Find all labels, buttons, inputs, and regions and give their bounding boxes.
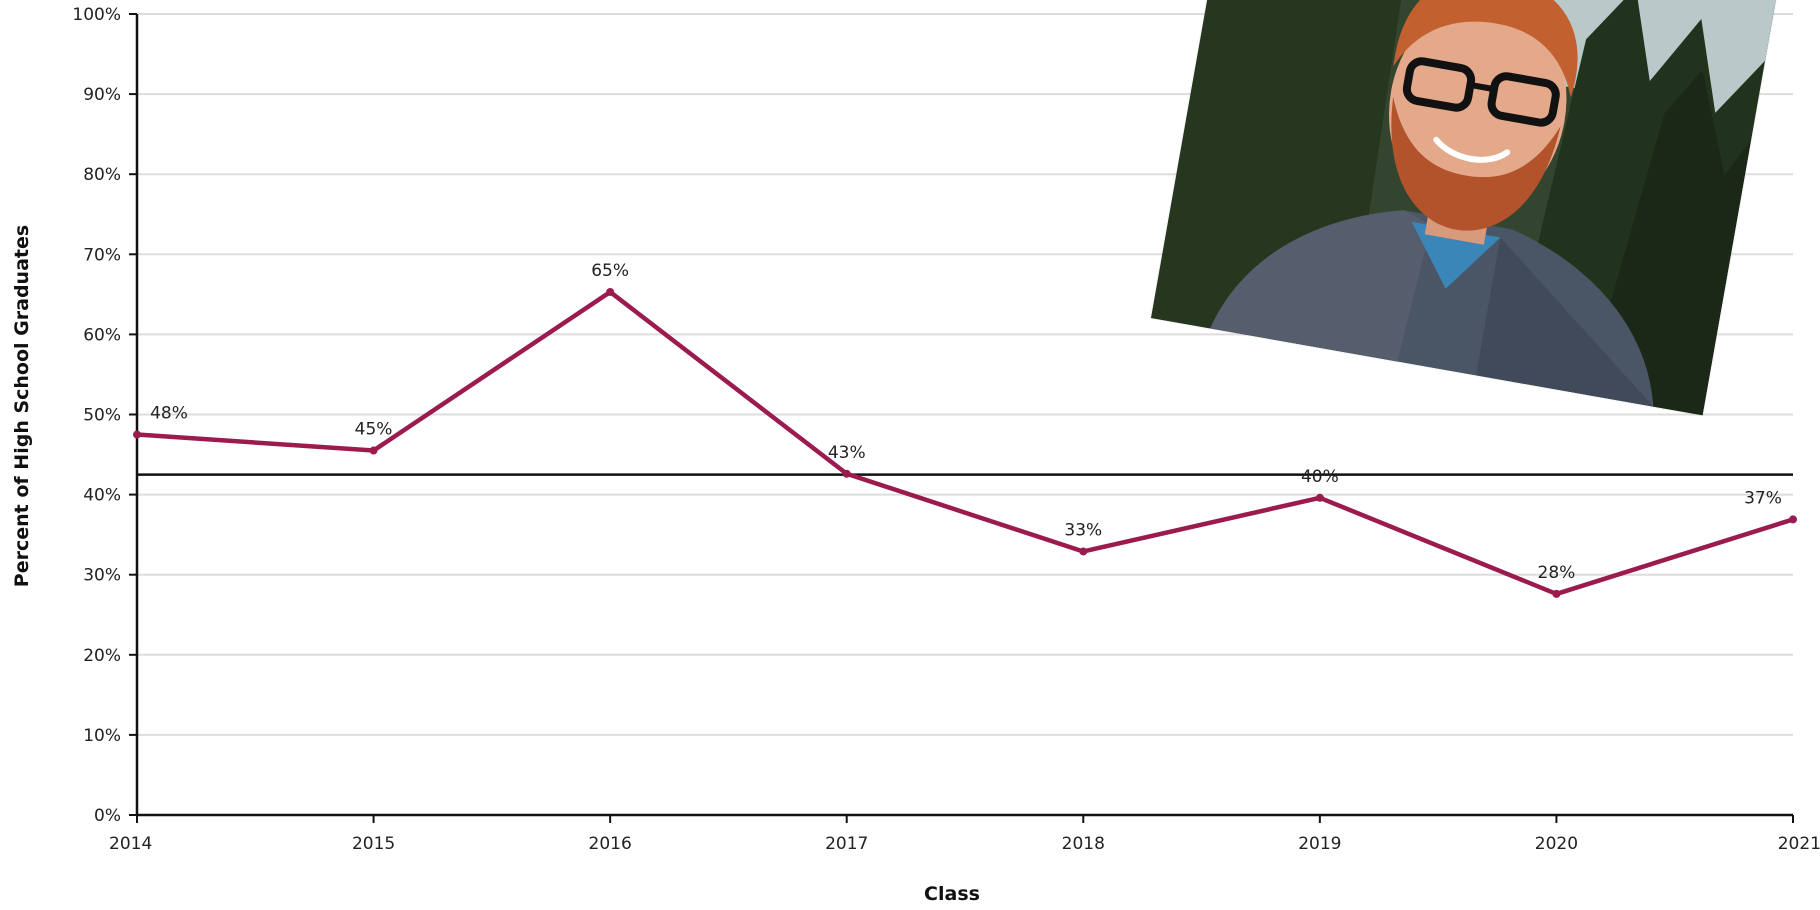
- x-tick-label: 2016: [589, 834, 632, 854]
- y-tick-label: 100%: [72, 5, 121, 25]
- data-label: 45%: [355, 420, 393, 440]
- y-tick-label: 40%: [83, 486, 121, 506]
- portrait-photo: [1151, 0, 1779, 416]
- data-label: 28%: [1538, 563, 1576, 583]
- y-tick-label: 0%: [94, 806, 121, 826]
- y-tick-label: 10%: [83, 726, 121, 746]
- data-label: 33%: [1064, 520, 1102, 540]
- y-axis-title: Percent of High School Graduates: [11, 225, 33, 587]
- x-tick-label: 2019: [1298, 834, 1341, 854]
- y-tick-label: 80%: [83, 165, 121, 185]
- data-label: 48%: [150, 404, 188, 424]
- y-tick-label: 60%: [83, 325, 121, 345]
- x-tick-label: 2015: [352, 834, 395, 854]
- data-point: [1789, 515, 1797, 524]
- axes: 0% 10% 20% 30% 40% 50% 60% 70% 80% 90% 100% 2014 201…: [72, 5, 1820, 854]
- series-line: [134, 289, 1796, 597]
- x-tick-label: 2021: [1778, 834, 1820, 854]
- y-tick-label: 50%: [83, 406, 121, 426]
- data-label: 40%: [1301, 467, 1339, 487]
- data-label: 43%: [828, 443, 866, 463]
- data-label: 65%: [591, 261, 629, 281]
- portrait-illustration: [1151, 0, 1779, 416]
- x-tick-label: 2017: [825, 834, 868, 854]
- data-point: [133, 430, 141, 439]
- data-point: [842, 469, 851, 478]
- y-tick-label: 70%: [83, 245, 121, 265]
- data-point: [606, 287, 615, 296]
- data-point: [369, 446, 378, 455]
- x-axis-title: Class: [924, 883, 980, 905]
- data-labels: 48% 45% 65% 43% 33% 40% 28% 37%: [150, 261, 1782, 583]
- series-layer: [133, 287, 1797, 598]
- y-tick-label: 90%: [83, 85, 121, 105]
- data-point: [1079, 547, 1088, 556]
- data-point: [1315, 493, 1324, 502]
- data-label: 37%: [1744, 488, 1782, 508]
- x-tick-label: 2018: [1062, 834, 1105, 854]
- y-tick-label: 20%: [83, 646, 121, 666]
- data-point: [1552, 589, 1561, 598]
- x-tick-label: 2020: [1535, 834, 1578, 854]
- x-tick-label: 2014: [109, 834, 152, 854]
- y-tick-label: 30%: [83, 566, 121, 586]
